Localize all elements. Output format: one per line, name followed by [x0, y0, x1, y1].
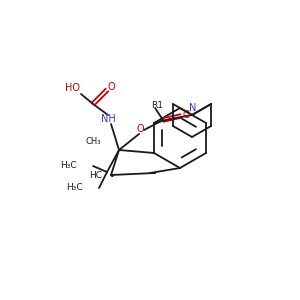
Text: NH: NH	[100, 114, 116, 124]
Text: R1: R1	[151, 101, 163, 110]
Text: N: N	[189, 103, 197, 113]
Text: HC: HC	[89, 170, 102, 179]
Text: CH₃: CH₃	[85, 137, 101, 146]
Text: O: O	[136, 124, 144, 134]
Text: O: O	[107, 82, 115, 92]
Text: HO: HO	[64, 83, 80, 93]
Text: •: •	[109, 171, 115, 181]
Text: H₃C: H₃C	[66, 184, 83, 193]
Text: O: O	[182, 110, 190, 120]
Text: H₃C: H₃C	[60, 161, 77, 170]
